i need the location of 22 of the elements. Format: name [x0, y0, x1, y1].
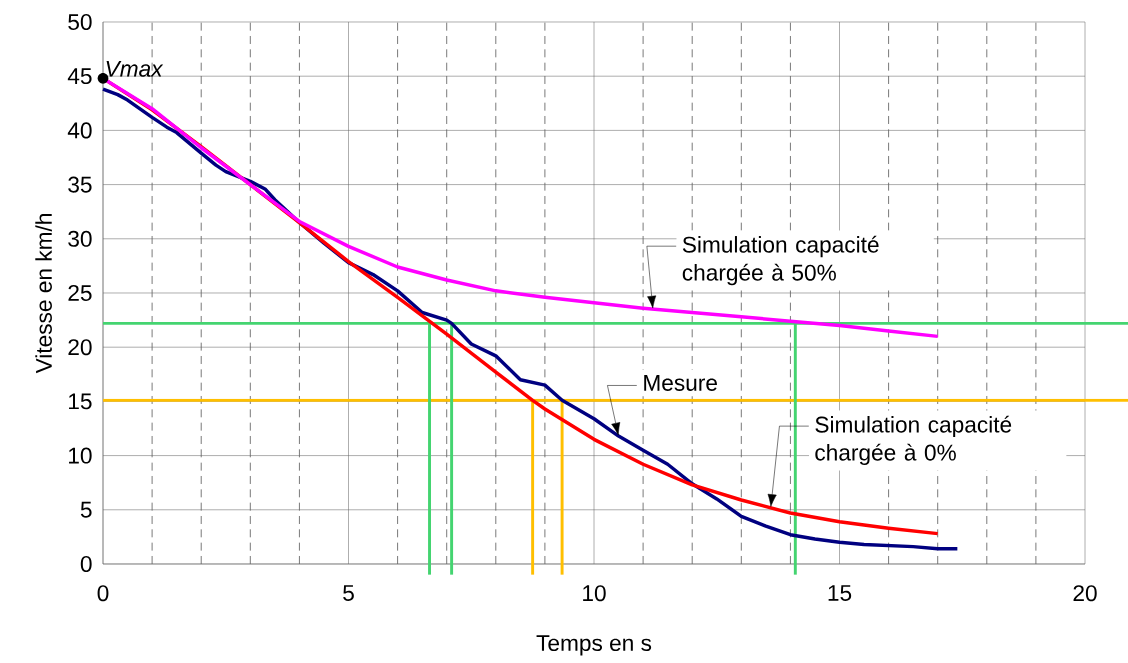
y-tick-label: 25 [68, 284, 92, 302]
x-tick-label: 15 [828, 585, 852, 601]
annotation: Simulation capacité chargée à 50% [682, 235, 879, 286]
y-tick-label: 15 [69, 393, 92, 410]
x-tick-label: 20 [1073, 585, 1097, 602]
x-axis-title: Temps en s [536, 635, 652, 656]
x-tick-label: 0 [97, 585, 109, 602]
y-tick-label: 5 [80, 501, 92, 518]
x-tick-label: 10 [583, 585, 606, 602]
y-tick-label: 40 [67, 122, 92, 139]
y-tick-label: 10 [69, 447, 92, 464]
y-axis-title: Vitesse en km/h [35, 214, 52, 374]
annotation: Simulation capacité chargée à 0% [815, 415, 1012, 466]
y-tick-label: 45 [67, 68, 92, 85]
annotation: Mesure [644, 375, 717, 391]
x-tick-label: 5 [343, 585, 354, 601]
y-tick-label: 20 [68, 339, 92, 356]
annotation: Vmax [106, 60, 164, 77]
y-tick-label: 35 [68, 176, 92, 193]
y-tick-label: 30 [68, 230, 92, 247]
y-tick-label: 0 [80, 555, 92, 573]
y-tick-label: 50 [68, 13, 92, 31]
